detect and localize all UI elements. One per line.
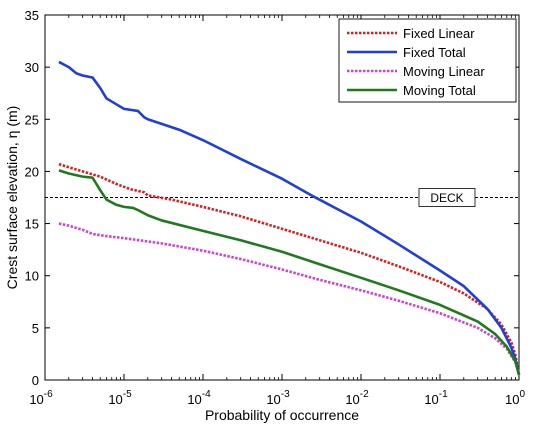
x-tick-label: 10-3 — [266, 389, 290, 407]
legend: Fixed Linear Fixed Total Moving Linear Movi… — [338, 18, 517, 103]
x-tick-label: 100 — [505, 389, 525, 407]
y-axis-label: Crest surface elevation, η (m) — [4, 106, 20, 290]
x-tick-label: 10-1 — [424, 389, 448, 407]
legend-label: Moving Linear — [403, 64, 485, 79]
series-line-moving-linear — [58, 222, 521, 376]
legend-label: Moving Total — [403, 83, 476, 98]
y-tick-label: 20 — [25, 164, 39, 179]
series-line-fixed-total — [58, 60, 521, 376]
y-tick-label: 25 — [25, 112, 39, 127]
y-tick-label: 30 — [25, 60, 39, 75]
legend-label: Fixed Total — [403, 45, 466, 60]
x-tick-label: 10-2 — [345, 389, 369, 407]
x-tick-label: 10-6 — [29, 389, 53, 407]
y-tick-label: 5 — [32, 321, 39, 336]
x-axis-label: Probability of occurrence — [205, 407, 359, 423]
series-line-moving-total — [58, 169, 521, 376]
x-tick-label: 10-4 — [187, 389, 211, 407]
deck-label: DECK — [430, 191, 463, 205]
y-tick-label: 10 — [25, 269, 39, 284]
x-tick-label: 10-5 — [108, 389, 132, 407]
y-tick-label: 0 — [32, 373, 39, 388]
legend-label: Fixed Linear — [403, 26, 475, 41]
y-tick-label: 15 — [25, 217, 39, 232]
y-tick-label: 35 — [25, 8, 39, 23]
deck-label-box — [418, 188, 476, 207]
